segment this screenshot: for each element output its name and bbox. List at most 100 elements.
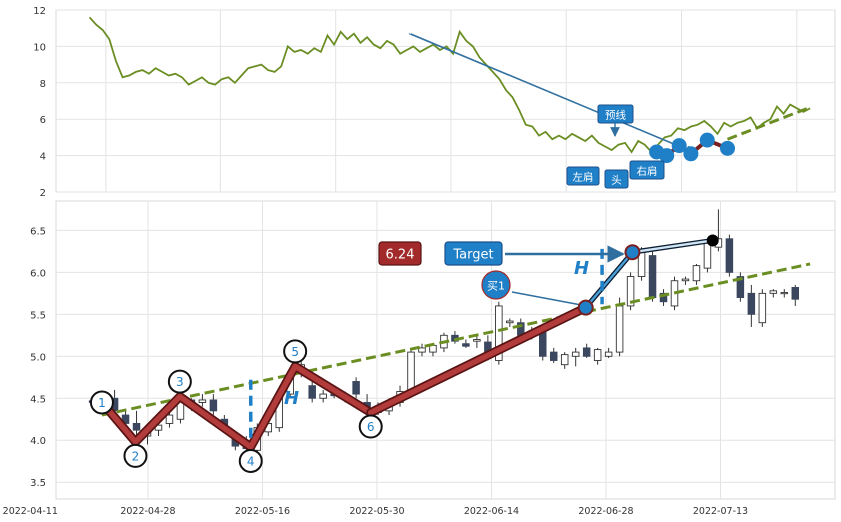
pattern-point (683, 146, 699, 162)
wave-points: 1 2 3 4 5 6 (89, 339, 383, 473)
neckline-label: 预线 (597, 104, 634, 124)
overview-y-tick-label: 4 (40, 152, 46, 163)
candle-body (462, 343, 470, 347)
candle (209, 394, 218, 416)
wave-point: 2 (123, 443, 148, 468)
candle-body (539, 330, 547, 357)
candle-body (473, 339, 481, 342)
candle-body (582, 347, 591, 357)
candle (769, 289, 778, 298)
candle-body (198, 399, 207, 403)
wave-point-marker (89, 390, 114, 415)
candle (560, 352, 569, 369)
candle (418, 343, 426, 357)
wave-point-label: 5 (291, 345, 299, 359)
candle-body (549, 351, 558, 361)
special-points (577, 234, 719, 316)
wave-point: 1 (89, 390, 114, 415)
wave-point: 4 (238, 448, 263, 473)
candle (725, 234, 734, 277)
detail-y-tick-label: 5.5 (30, 310, 46, 321)
candle-body (209, 399, 218, 412)
overview-arrow (408, 33, 687, 150)
candle (659, 289, 668, 306)
candle (506, 318, 514, 327)
detail-x-ticks: 2022-04-11 2022-04-28 2022-05-16 2022-05-30… (3, 506, 748, 517)
top-marker (706, 234, 719, 247)
detail-x-tick-label: 2022-04-28 (120, 506, 175, 517)
overview-plot-frame (55, 9, 836, 193)
detail-y-ticks: 3.5 4.0 4.5 5.0 5.5 6.0 6.5 (30, 226, 46, 489)
detail-x-tick-label: 2022-07-13 (693, 506, 748, 517)
breakout-marker (577, 299, 594, 316)
candle-body (747, 292, 756, 315)
height-label-right: H (574, 258, 589, 279)
wave-point-label: 3 (176, 375, 184, 389)
candle (747, 284, 756, 327)
candle-body (604, 351, 613, 357)
candle (648, 251, 657, 302)
wave-point: 3 (167, 369, 192, 394)
neckline-text: 预线 (605, 109, 626, 122)
overview-arrow (410, 33, 693, 152)
candle (681, 276, 690, 285)
candle (571, 347, 580, 367)
detail-panel: 3.54.04.55.05.56.06.5 2022-04-11 2022-04-… (3, 200, 836, 517)
detail-y-tick-label: 4.5 (30, 394, 46, 405)
candle-body (165, 414, 174, 424)
overview-y-tick-label: 2 (40, 188, 46, 199)
wave-point-marker (358, 414, 383, 439)
candle-body (615, 305, 624, 353)
target-label: Target (444, 241, 503, 266)
candle-body (352, 381, 360, 395)
wave-point-label: 4 (247, 454, 255, 468)
detail-x-tick-label: 2022-05-16 (235, 506, 290, 517)
candle (604, 347, 613, 358)
candle-body (769, 290, 778, 294)
candle (593, 347, 602, 365)
candle (308, 381, 316, 403)
pattern-point (671, 138, 687, 154)
target-text: Target (452, 248, 493, 263)
candle (692, 263, 701, 285)
candle-body (648, 255, 657, 298)
pattern-points (649, 132, 735, 164)
left-shoulder-label: 左肩 (566, 166, 600, 186)
candle-body (692, 265, 701, 282)
top-path (631, 239, 714, 254)
pattern-point (659, 148, 675, 164)
candle-body (571, 351, 580, 357)
candle-body (736, 276, 745, 298)
candle (319, 389, 327, 403)
overview-y-ticks: 2 4 6 8 10 12 (33, 6, 46, 199)
detail-y-tick-label: 5.0 (30, 352, 46, 363)
pattern-point (719, 140, 735, 156)
target-value-text: 6.24 (386, 248, 415, 263)
candle-body (780, 292, 789, 295)
pattern-point (699, 132, 715, 148)
candle-body (407, 351, 415, 391)
candle-body (758, 292, 767, 324)
overview-y-tick-label: 6 (40, 115, 46, 126)
detail-y-tick-label: 6.5 (30, 226, 46, 237)
wave-point-label: 2 (132, 449, 140, 463)
detail-grid (56, 201, 835, 499)
candle-body (593, 349, 602, 361)
candle-body (132, 423, 141, 431)
candle (626, 272, 635, 311)
detail-y-tick-label: 4.0 (30, 436, 46, 447)
target-marker (624, 244, 641, 261)
wave-point: 6 (358, 414, 383, 439)
candle (165, 410, 174, 428)
candle (791, 284, 800, 306)
candle-body (418, 347, 426, 353)
head-text: 头 (611, 175, 622, 187)
wave-point-label: 6 (367, 420, 375, 434)
left-shoulder-text: 左肩 (573, 171, 594, 184)
wave-point-marker (123, 443, 148, 468)
candle (736, 272, 745, 302)
candle-body (725, 238, 734, 273)
candle-body (791, 287, 800, 300)
wave-path (99, 363, 374, 450)
